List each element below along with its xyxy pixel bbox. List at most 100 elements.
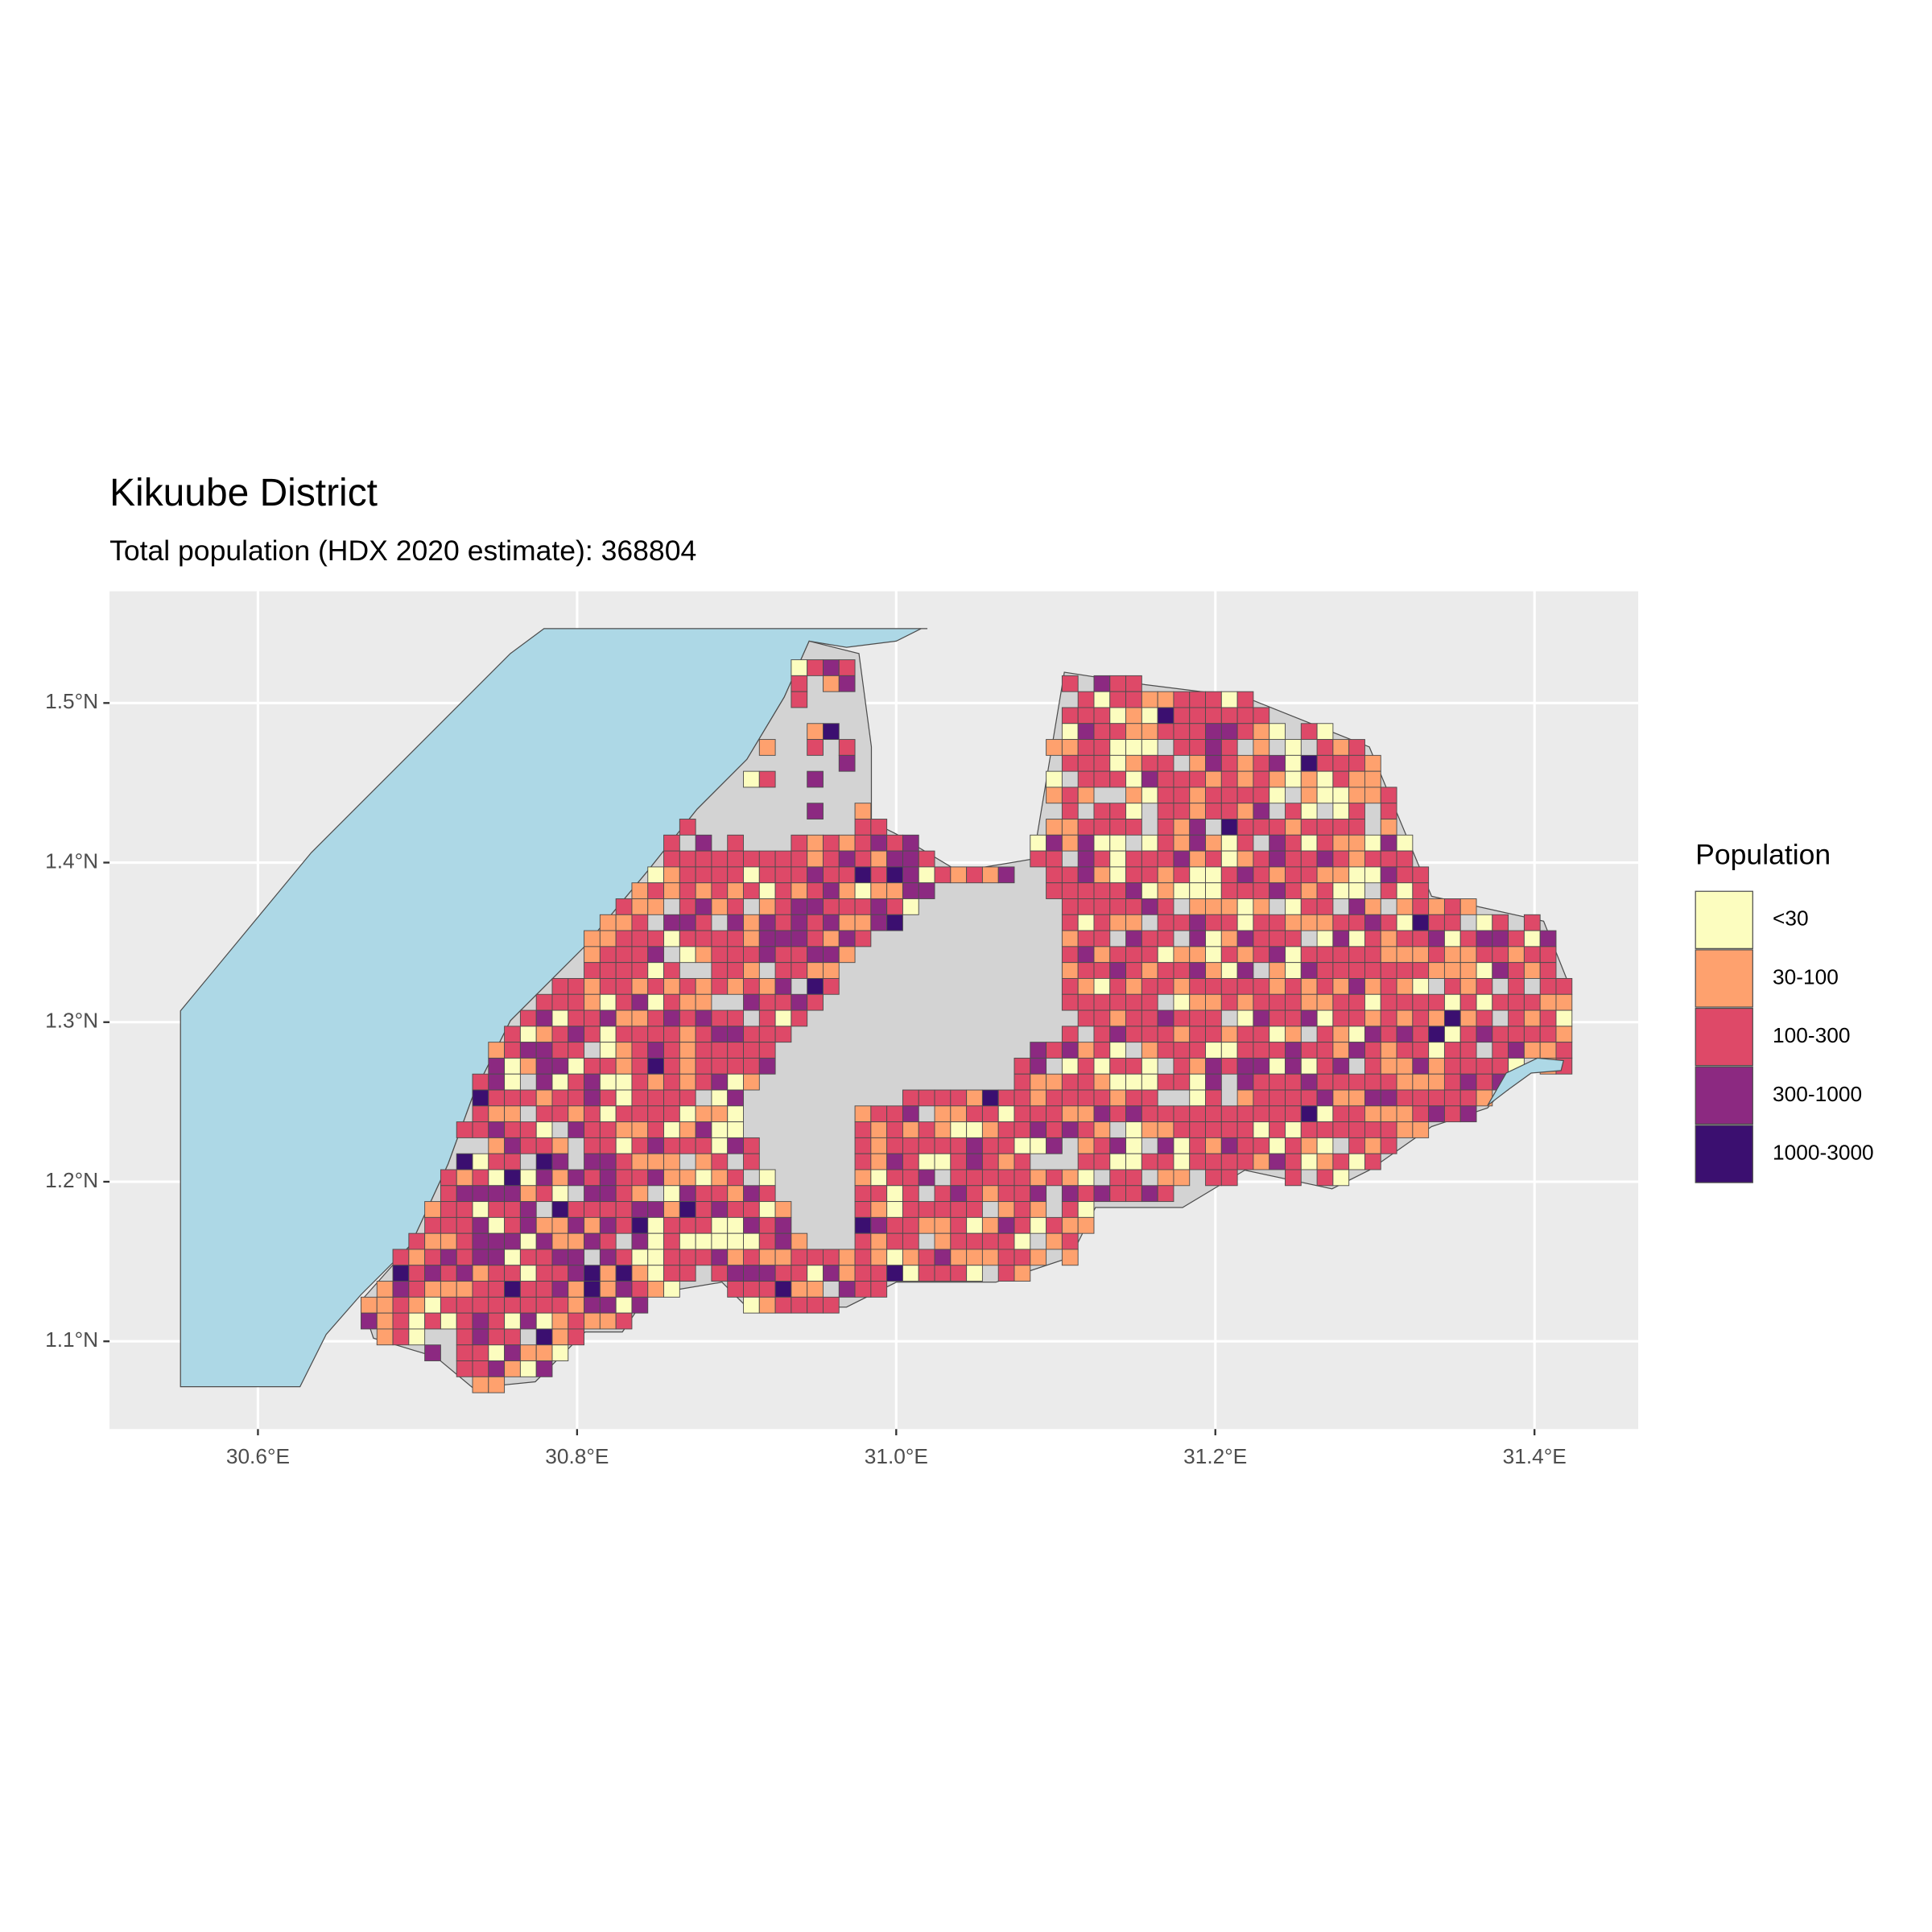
grid-cell — [870, 1265, 888, 1282]
grid-cell — [1030, 850, 1047, 868]
grid-cell — [823, 946, 840, 964]
grid-cell — [1093, 1009, 1111, 1027]
grid-cell — [1157, 707, 1174, 724]
grid-cell — [1205, 1073, 1222, 1091]
grid-cell — [1141, 739, 1158, 756]
grid-cell — [711, 1153, 729, 1170]
grid-cell — [807, 834, 824, 852]
grid-cell — [981, 1121, 999, 1138]
grid-cell — [870, 834, 888, 852]
grid-cell — [535, 1121, 553, 1138]
grid-cell — [1476, 993, 1493, 1011]
grid-cell — [1412, 946, 1430, 964]
grid-cell — [1093, 1089, 1111, 1107]
grid-cell — [823, 1249, 840, 1266]
grid-cell — [981, 1169, 999, 1187]
grid-cell — [1285, 882, 1302, 899]
grid-cell — [1093, 946, 1111, 964]
grid-cell — [1332, 1073, 1350, 1091]
grid-cell — [981, 1153, 999, 1170]
grid-cell — [997, 866, 1015, 884]
grid-cell — [440, 1169, 457, 1187]
grid-cell — [615, 946, 633, 964]
grid-cell — [1220, 866, 1238, 884]
grid-cell — [743, 1216, 760, 1234]
grid-cell — [902, 1137, 919, 1154]
grid-cell — [791, 1296, 808, 1314]
grid-cell — [1396, 1026, 1414, 1043]
grid-cell — [1109, 1009, 1127, 1027]
grid-cell — [1125, 739, 1142, 756]
grid-cell — [584, 1073, 601, 1091]
grid-cell — [1109, 691, 1127, 708]
grid-cell — [1476, 1057, 1493, 1075]
grid-cell — [1189, 803, 1206, 819]
grid-cell — [1539, 1042, 1557, 1059]
grid-cell — [1061, 1232, 1079, 1250]
grid-cell — [1316, 1121, 1334, 1138]
grid-cell — [997, 1249, 1015, 1266]
grid-cell — [519, 1121, 537, 1138]
grid-cell — [934, 1249, 952, 1266]
grid-cell — [519, 1169, 537, 1187]
grid-cell — [647, 1265, 665, 1282]
grid-cell — [1093, 675, 1111, 692]
grid-cell — [456, 1328, 473, 1346]
grid-cell — [1443, 962, 1461, 979]
grid-cell — [1046, 1105, 1063, 1123]
grid-cell — [584, 1312, 601, 1330]
grid-cell — [472, 1201, 489, 1218]
grid-cell — [1380, 1121, 1397, 1138]
grid-cell — [918, 1265, 935, 1282]
grid-cell — [758, 1057, 776, 1075]
grid-cell — [1236, 1026, 1254, 1043]
grid-cell — [1396, 1073, 1414, 1091]
grid-cell — [727, 1105, 744, 1123]
grid-cell — [392, 1281, 410, 1298]
grid-cell — [1348, 1137, 1365, 1154]
grid-cell — [1125, 914, 1142, 931]
grid-cell — [1236, 1057, 1254, 1075]
grid-cell — [823, 723, 840, 741]
grid-cell — [823, 882, 840, 899]
grid-cell — [774, 850, 792, 868]
grid-cell — [535, 1249, 553, 1266]
grid-cell — [886, 1121, 903, 1138]
grid-cell — [440, 1312, 457, 1330]
grid-cell — [376, 1281, 394, 1298]
grid-cell — [1269, 914, 1286, 931]
grid-cell — [1269, 1026, 1286, 1043]
grid-cell — [1077, 1216, 1095, 1234]
grid-cell — [599, 1057, 617, 1075]
grid-cell — [1030, 1042, 1047, 1059]
grid-cell — [1348, 754, 1365, 772]
grid-cell — [392, 1328, 410, 1346]
grid-cell — [1093, 770, 1111, 788]
grid-cell — [1316, 1026, 1334, 1043]
grid-cell — [870, 1105, 888, 1123]
grid-cell — [807, 659, 824, 676]
grid-cell — [727, 1249, 744, 1266]
grid-cell — [1125, 930, 1142, 947]
grid-cell — [1157, 866, 1174, 884]
grid-cell — [1205, 962, 1222, 979]
grid-cell — [631, 1169, 649, 1187]
grid-cell — [488, 1265, 506, 1282]
grid-cell — [1476, 962, 1493, 979]
grid-cell — [1061, 675, 1079, 692]
grid-cell — [535, 1073, 553, 1091]
grid-cell — [1380, 993, 1397, 1011]
grid-cell — [1285, 1073, 1302, 1091]
grid-cell — [1061, 707, 1079, 724]
grid-cell — [631, 1249, 649, 1266]
grid-cell — [1077, 914, 1095, 931]
grid-cell — [695, 1232, 712, 1250]
grid-cell — [1189, 898, 1206, 915]
grid-cell — [758, 1216, 776, 1234]
grid-cell — [535, 1360, 553, 1377]
grid-cell — [934, 1201, 952, 1218]
grid-cell — [1459, 946, 1477, 964]
grid-cell — [679, 1201, 696, 1218]
grid-cell — [615, 1105, 633, 1123]
grid-cell — [774, 1296, 792, 1314]
